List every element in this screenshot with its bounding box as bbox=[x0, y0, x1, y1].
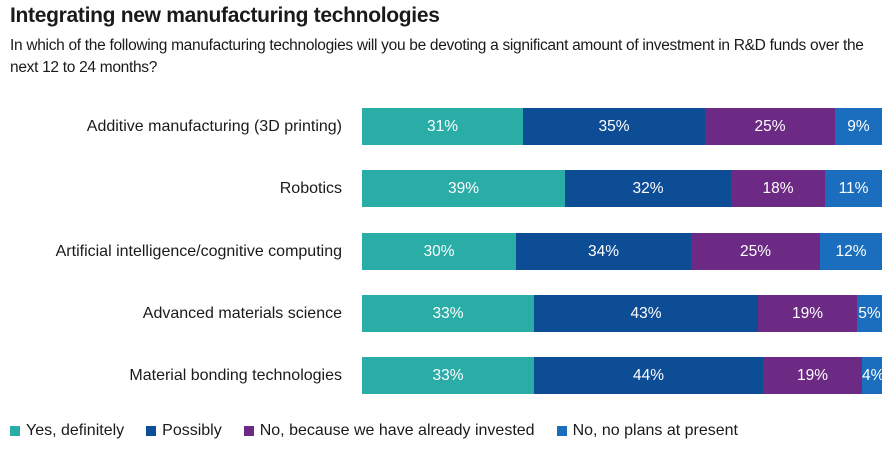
data-label: 11% bbox=[838, 180, 869, 197]
data-label: 9% bbox=[847, 118, 870, 135]
legend-swatch bbox=[243, 426, 254, 436]
bar-segment: 9% bbox=[835, 108, 882, 145]
legend-swatch bbox=[10, 426, 20, 436]
data-label: 19% bbox=[796, 367, 829, 384]
legend-item: Yes, definitely bbox=[10, 422, 124, 440]
data-label: 33% bbox=[432, 367, 464, 384]
bar-segment: 32% bbox=[565, 170, 731, 207]
legend-label: No, no plans at present bbox=[572, 422, 738, 439]
stacked-bar: 39% 32% 18% 11% bbox=[362, 170, 882, 207]
bar-segment: 43% bbox=[534, 295, 758, 332]
data-label: 33% bbox=[432, 305, 464, 322]
data-label: 25% bbox=[739, 243, 772, 260]
data-label: 30% bbox=[423, 243, 455, 260]
bar-segment: 33% bbox=[362, 357, 534, 394]
bar-segment: 31% bbox=[362, 108, 523, 145]
legend-label: Possibly bbox=[162, 422, 222, 439]
data-label: 19% bbox=[791, 305, 824, 322]
bar-segment: 5% bbox=[857, 295, 882, 332]
legend-item: No, no plans at present bbox=[556, 422, 738, 440]
stacked-bar: 30% 34% 25% 12% bbox=[362, 233, 882, 270]
legend-swatch bbox=[146, 426, 157, 436]
bar-segment: 44% bbox=[534, 357, 763, 394]
bar-segment: 19% bbox=[758, 295, 857, 332]
category-label: Additive manufacturing (3D printing) bbox=[86, 118, 342, 135]
category-label: Material bonding technologies bbox=[129, 367, 342, 384]
chart-title: Integrating new manufacturing technologi… bbox=[10, 4, 440, 27]
data-label: 25% bbox=[754, 118, 786, 135]
stacked-bar: 31% 35% 25% 9% bbox=[362, 108, 882, 145]
bar-segment: 30% bbox=[362, 233, 516, 270]
data-label: 5% bbox=[858, 305, 881, 322]
data-label: 12% bbox=[835, 243, 867, 260]
data-label: 4% bbox=[862, 367, 882, 384]
legend-label: No, because we have already invested bbox=[259, 422, 535, 439]
category-label: Advanced materials science bbox=[142, 305, 342, 322]
data-label: 35% bbox=[598, 118, 630, 135]
bar-segment: 35% bbox=[523, 108, 705, 145]
bar-segment: 34% bbox=[516, 233, 691, 270]
category-label: Robotics bbox=[279, 180, 342, 197]
bar-segment: 18% bbox=[731, 170, 825, 207]
legend-item: Possibly bbox=[146, 422, 222, 440]
stacked-bar: 33% 43% 19% 5% bbox=[362, 295, 882, 332]
bar-segment: 4% bbox=[862, 357, 882, 394]
bar-segment: 25% bbox=[691, 233, 820, 270]
data-label: 18% bbox=[762, 180, 794, 197]
chart-subtitle: In which of the following manufacturing … bbox=[10, 37, 864, 76]
data-label: 39% bbox=[447, 180, 480, 197]
bar-segment: 33% bbox=[362, 295, 534, 332]
legend: Yes, definitely Possibly No, because we ha… bbox=[10, 422, 760, 440]
legend-swatch bbox=[556, 426, 567, 436]
bar-segment: 11% bbox=[825, 170, 882, 207]
legend-item: No, because we have already invested bbox=[243, 422, 535, 440]
legend-label: Yes, definitely bbox=[26, 422, 125, 439]
bar-segment: 19% bbox=[763, 357, 862, 394]
stacked-bar: 33% 44% 19% 4% bbox=[362, 357, 882, 394]
bar-segment: 25% bbox=[705, 108, 835, 145]
data-label: 32% bbox=[632, 180, 664, 197]
data-label: 31% bbox=[426, 118, 459, 135]
data-label: 44% bbox=[632, 367, 665, 384]
category-label: Artificial intelligence/cognitive comput… bbox=[55, 243, 342, 260]
data-label: 43% bbox=[630, 305, 662, 322]
data-label: 34% bbox=[587, 243, 620, 260]
bar-segment: 39% bbox=[362, 170, 565, 207]
bar-segment: 12% bbox=[820, 233, 882, 270]
